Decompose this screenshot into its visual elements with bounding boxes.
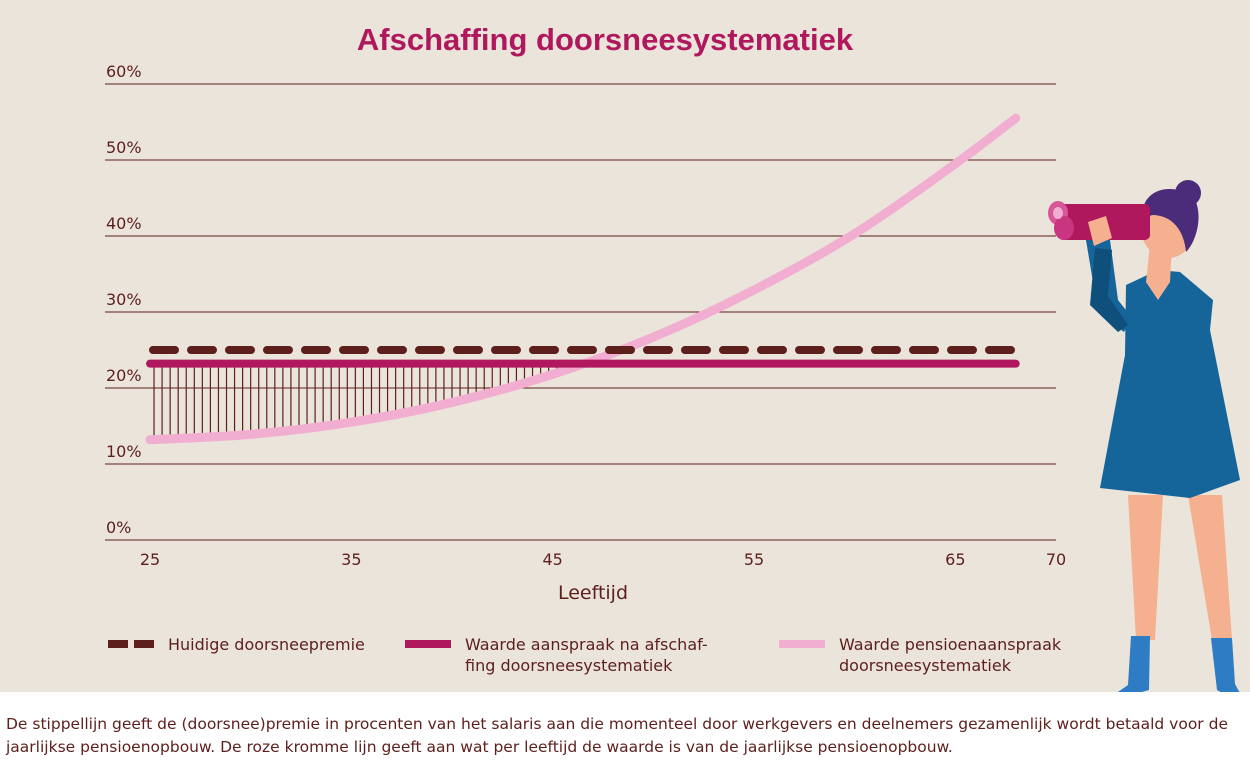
y-tick-label: 50% xyxy=(106,138,142,157)
x-tick-label: 35 xyxy=(341,550,361,569)
x-tick-label: 45 xyxy=(542,550,562,569)
x-tick-label: 65 xyxy=(945,550,965,569)
legend-item-waarde-aanspraak: Waarde aanspraak na afschaf- fing doorsn… xyxy=(405,634,708,676)
y-tick-label: 10% xyxy=(106,442,142,461)
chart-title: Afschaffing doorsneesystematiek xyxy=(357,22,854,57)
left-leg xyxy=(1128,495,1163,640)
hand xyxy=(1088,216,1112,246)
grid-lines xyxy=(105,83,1056,541)
legend-swatch-pink xyxy=(779,640,825,648)
legend-swatch-dashed xyxy=(108,640,154,648)
x-tick-label: 70 xyxy=(1046,550,1066,569)
gap-hatching xyxy=(153,363,582,440)
x-axis-label: Leeftijd xyxy=(558,582,628,604)
dress xyxy=(1100,270,1240,498)
series-lines xyxy=(145,113,1021,445)
chart-canvas: Afschaffing doorsneesystematiek 0% 10% 20%… xyxy=(0,0,1250,692)
legend-item-waarde-pensioenaanspraak: Waarde pensioenaanspraak doorsneesystema… xyxy=(779,634,1061,676)
legend-label: Huidige doorsneepremie xyxy=(168,635,365,654)
y-axis-ticks: 0% 10% 20% 30% 40% 50% 60% xyxy=(106,62,142,537)
right-shoe xyxy=(1211,638,1240,692)
x-tick-label: 55 xyxy=(744,550,764,569)
x-tick-label: 25 xyxy=(140,550,160,569)
right-leg xyxy=(1188,495,1232,640)
hair-bun xyxy=(1175,180,1201,206)
second-arm xyxy=(1090,248,1128,332)
chart: Afschaffing doorsneesystematiek 0% 10% 20%… xyxy=(105,22,1240,692)
legend-item-huidige-doorsneepremie: Huidige doorsneepremie xyxy=(108,634,365,655)
legend-swatch-magenta xyxy=(405,640,451,648)
x-axis-ticks: 25 35 45 55 65 70 xyxy=(140,550,1066,569)
y-tick-label: 40% xyxy=(106,214,142,233)
y-tick-label: 30% xyxy=(106,290,142,309)
y-tick-label: 0% xyxy=(106,518,131,537)
figure-caption: De stippellijn geeft de (doorsnee)premie… xyxy=(6,715,1228,756)
legend-label: Waarde pensioenaanspraak doorsneesystema… xyxy=(839,635,1062,675)
y-tick-label: 20% xyxy=(106,366,142,385)
woman-with-binoculars-illustration xyxy=(1048,180,1240,692)
neck xyxy=(1146,245,1172,300)
left-shoe xyxy=(1117,636,1150,692)
series-line-pensioenaanspraak xyxy=(145,113,1021,445)
y-tick-label: 60% xyxy=(106,62,142,81)
legend-label: Waarde aanspraak na afschaf- fing doorsn… xyxy=(465,635,708,675)
